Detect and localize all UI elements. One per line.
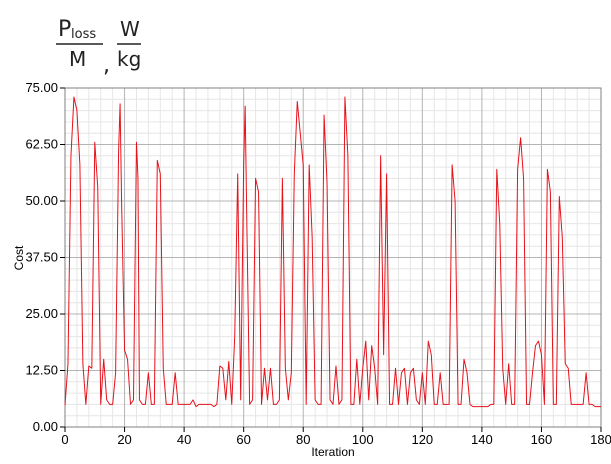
axis-labels: 0 20 40 60 80 100 120 140 160 180 0.00 12.50 25.00 37… [25,80,611,447]
x-tick-label: 0 [61,432,68,447]
x-tick-label: 120 [411,432,433,447]
kg-symbol: kg [117,47,141,71]
separator: , [103,53,110,78]
p-symbol: P [58,17,71,42]
tick-marks [60,87,602,432]
units-label: P loss M , W kg [56,17,141,78]
y-tick-label: 25.00 [25,306,58,321]
x-tick-label: 160 [531,432,553,447]
cost-series-line [64,96,601,408]
p-subscript: loss [71,27,96,42]
x-tick-label: 60 [236,432,250,447]
y-axis-title: Cost [12,245,26,270]
x-axis-title: Iteration [311,445,354,459]
y-tick-label: 37.50 [25,250,58,265]
x-tick-label: 140 [471,432,493,447]
x-tick-label: 20 [117,432,131,447]
y-tick-label: 12.50 [25,363,58,378]
series-layer [64,96,601,408]
w-symbol: W [120,17,140,41]
x-tick-label: 100 [352,432,374,447]
m-symbol: M [69,47,86,71]
y-tick-label: 62.50 [25,137,58,152]
y-tick-label: 50.00 [25,193,58,208]
x-tick-label: 80 [296,432,310,447]
x-tick-label: 40 [177,432,191,447]
y-tick-label: 0.00 [33,419,58,434]
y-tick-label: 75.00 [25,80,58,95]
x-tick-label: 180 [590,432,611,447]
